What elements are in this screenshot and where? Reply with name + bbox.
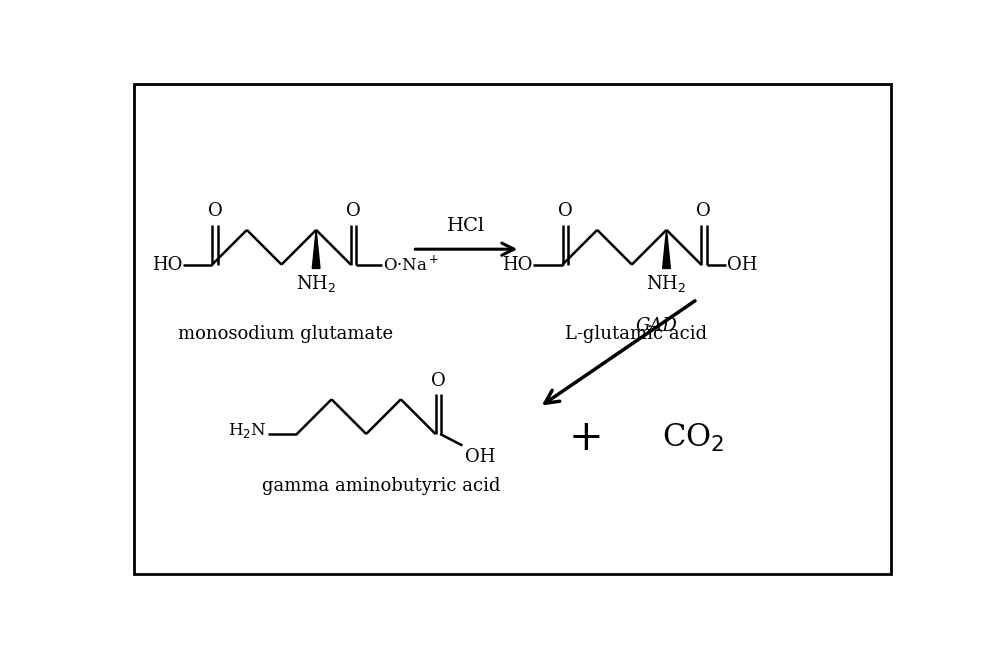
Text: O: O bbox=[558, 203, 573, 220]
Text: NH$_2$: NH$_2$ bbox=[646, 273, 687, 294]
Text: O·Na$^+$: O·Na$^+$ bbox=[383, 255, 439, 274]
Text: HO: HO bbox=[502, 256, 533, 274]
Text: monosodium glutamate: monosodium glutamate bbox=[178, 325, 393, 343]
Text: CO$_2$: CO$_2$ bbox=[662, 422, 725, 454]
Text: HO: HO bbox=[152, 256, 182, 274]
Polygon shape bbox=[312, 230, 320, 269]
Text: OH: OH bbox=[727, 256, 758, 274]
Text: gamma aminobutyric acid: gamma aminobutyric acid bbox=[262, 477, 501, 496]
Text: L-glutamic acid: L-glutamic acid bbox=[565, 325, 707, 343]
Text: H$_2$N: H$_2$N bbox=[228, 421, 266, 440]
Text: O: O bbox=[431, 372, 446, 390]
Text: O: O bbox=[346, 203, 361, 220]
Text: GAD: GAD bbox=[636, 317, 678, 335]
Text: O: O bbox=[696, 203, 711, 220]
Text: +: + bbox=[568, 417, 603, 459]
Text: NH$_2$: NH$_2$ bbox=[296, 273, 336, 294]
Text: O: O bbox=[208, 203, 222, 220]
Text: HCl: HCl bbox=[447, 217, 485, 235]
Polygon shape bbox=[663, 230, 670, 269]
Text: OH: OH bbox=[465, 448, 495, 466]
